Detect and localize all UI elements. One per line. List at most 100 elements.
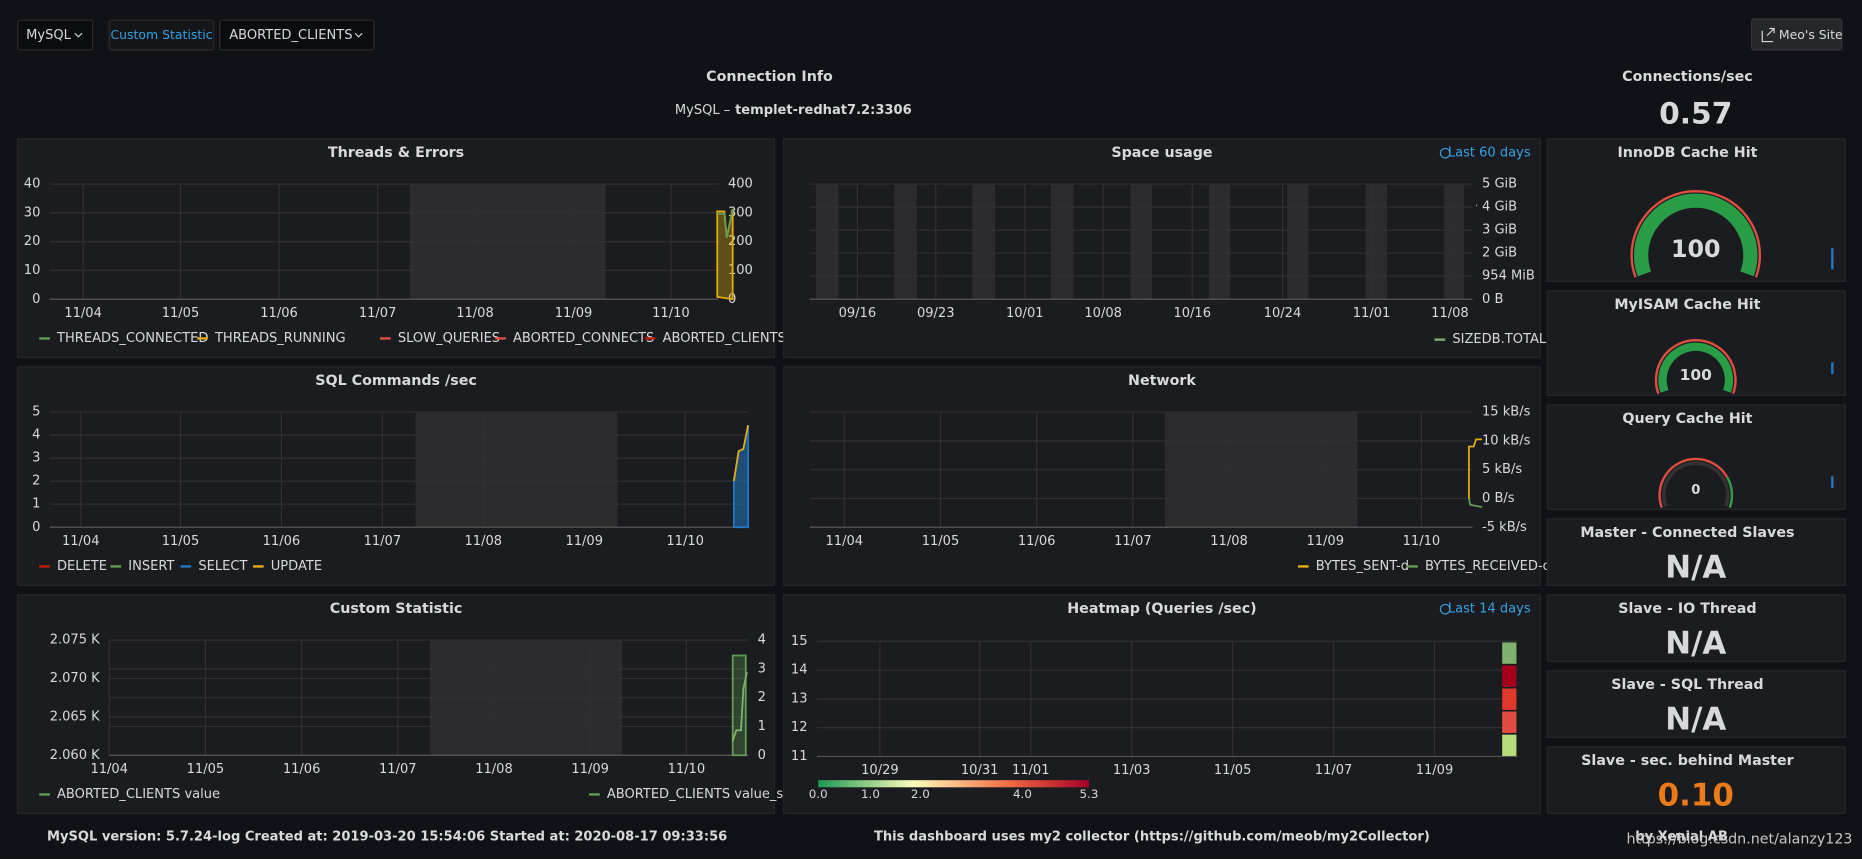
legend-label: SIZEDB.TOTAL <box>1452 332 1547 347</box>
y-tick-label: 0 B <box>1482 292 1503 307</box>
datasource-label[interactable]: MySQL <box>26 28 72 43</box>
legend-label: ABORTED_CLIENTS value <box>57 787 220 802</box>
y-tick-label: 4 <box>758 633 766 648</box>
y-tick-label: 10 <box>24 263 41 278</box>
clock-icon <box>1439 147 1451 159</box>
series-trace <box>717 208 734 238</box>
x-tick-label: 11/10 <box>668 762 706 777</box>
x-tick-label: 11/05 <box>162 306 200 321</box>
x-tick-label: 10/24 <box>1264 306 1302 321</box>
y-tick-label: 30 <box>24 205 41 220</box>
x-tick-label: 11/08 <box>1431 306 1469 321</box>
chevron <box>74 32 83 38</box>
y-tick-label: 15 kB/s <box>1482 405 1531 420</box>
y-tick-label: 15 <box>791 634 808 649</box>
panel <box>1546 594 1846 663</box>
x-tick-label: 11/07 <box>1114 534 1152 549</box>
legend-label: SELECT <box>198 559 247 574</box>
connections-value: 0.57 <box>1659 96 1732 131</box>
custom-statistic-label[interactable]: Custom Statistic <box>110 27 212 42</box>
y-tick-label: 20 <box>24 234 41 249</box>
stat-title: Slave - IO Thread <box>1618 601 1756 617</box>
y-tick-label: -5 kB/s <box>1482 520 1527 535</box>
panel <box>1546 138 1846 283</box>
datasource-button[interactable] <box>17 19 94 51</box>
panel <box>783 594 1541 815</box>
time-shade <box>894 184 917 300</box>
time-shade <box>1050 184 1074 300</box>
y-tick-label: 11 <box>791 749 808 764</box>
panel <box>1546 670 1846 739</box>
legend-label: INSERT <box>128 559 174 574</box>
x-tick-label: 11/04 <box>826 534 864 549</box>
stat-title: MyISAM Cache Hit <box>1614 297 1760 313</box>
variable-button[interactable] <box>219 19 375 51</box>
y-tick-label: 2 GiB <box>1482 246 1517 261</box>
x-tick-label: 09/23 <box>917 306 955 321</box>
scale-tick-label: 0.0 <box>809 787 828 801</box>
series-trace <box>731 671 748 742</box>
legend-label: ABORTED_CLIENTS <box>663 331 786 346</box>
y-tick-label: 10 kB/s <box>1482 433 1531 448</box>
y-tick-label: 0 <box>758 748 766 763</box>
y-tick-label: 1 <box>758 719 766 734</box>
site-link-button[interactable] <box>1750 18 1843 51</box>
scale-tick-label: 2.0 <box>911 787 930 801</box>
x-tick-label: 10/08 <box>1084 306 1122 321</box>
x-tick-label: 10/01 <box>1006 306 1044 321</box>
time-range: Last 14 days <box>1448 602 1531 617</box>
site-link-label[interactable]: Meo's Site <box>1779 27 1843 42</box>
gauge-arc <box>1634 193 1758 277</box>
x-tick-label: 11/03 <box>1113 763 1151 778</box>
y-tick-label: 300 <box>728 205 753 220</box>
color-scale <box>818 780 1089 788</box>
stat-value: N/A <box>1665 625 1726 661</box>
y-tick-label: 4 GiB <box>1482 200 1517 215</box>
panel <box>1546 518 1846 587</box>
x-tick-label: 11/09 <box>565 534 603 549</box>
y-tick-label: 0 <box>32 520 40 535</box>
variable-label[interactable]: ABORTED_CLIENTS <box>229 28 352 43</box>
x-tick-label: 11/07 <box>379 762 417 777</box>
x-tick-label: 11/04 <box>64 306 102 321</box>
x-tick-label: 11/05 <box>922 534 960 549</box>
gauge-threshold <box>1726 476 1734 508</box>
y-tick-label: 14 <box>791 663 808 678</box>
x-tick-label: 11/07 <box>359 306 397 321</box>
legend-label: THREADS_CONNECTED <box>56 331 208 346</box>
y-tick-label: 40 <box>24 177 41 192</box>
host: templet-redhat7.2:3306 <box>735 103 912 118</box>
y-tick-label: 3 GiB <box>1482 223 1517 238</box>
time-shade <box>1444 184 1465 300</box>
y-tick-label: 2.065 K <box>50 709 100 724</box>
series-trace <box>1468 438 1482 499</box>
time-shade <box>1287 184 1309 300</box>
x-tick-label: 10/29 <box>861 763 899 778</box>
author: by Xenial AB <box>1635 830 1728 845</box>
time-shade <box>1365 184 1387 300</box>
x-tick-label: 11/06 <box>260 306 298 321</box>
time-shade <box>415 412 618 528</box>
connections-title: Connections/sec <box>1622 69 1753 85</box>
custom-statistic-button[interactable] <box>108 19 215 51</box>
x-tick-label: 11/08 <box>1210 534 1248 549</box>
panel-title: Heatmap (Queries /sec) <box>1067 601 1256 617</box>
x-tick-label: 10/16 <box>1173 306 1211 321</box>
x-tick-label: 11/06 <box>1018 534 1056 549</box>
x-tick-label: 10/31 <box>961 763 999 778</box>
x-tick-label: 11/06 <box>263 534 301 549</box>
panel <box>1546 404 1846 511</box>
y-tick-label: 12 <box>791 720 808 735</box>
legend-label: ABORTED_CLIENTS value_sec <box>607 787 799 802</box>
series-trace <box>1468 498 1483 508</box>
y-tick-label: 0 <box>32 292 40 307</box>
y-tick-label: 5 <box>32 405 40 420</box>
stat-title: Master - Connected Slaves <box>1580 525 1794 541</box>
y-tick-label: 200 <box>728 234 753 249</box>
panel-title: Space usage <box>1111 145 1212 161</box>
stat-title: Slave - sec. behind Master <box>1581 753 1794 769</box>
gauge-threshold <box>1630 190 1762 278</box>
x-tick-label: 11/08 <box>465 534 503 549</box>
